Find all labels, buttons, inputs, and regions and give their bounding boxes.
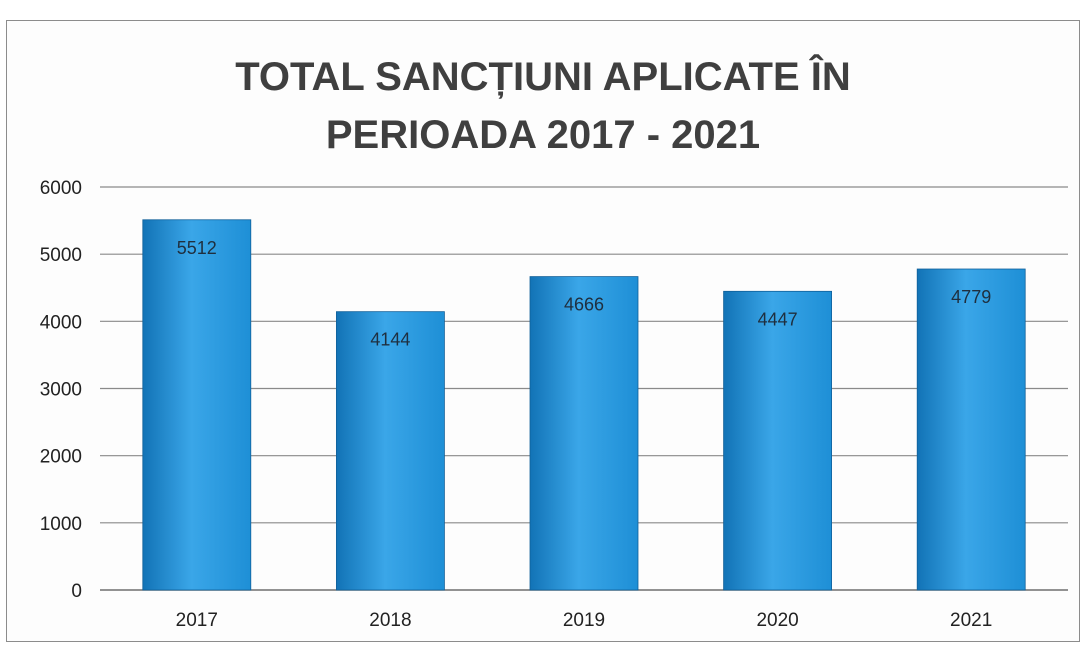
x-tick-label: 2018 xyxy=(369,610,411,631)
y-tick-label: 2000 xyxy=(40,447,82,468)
chart-title: TOTAL SANCȚIUNI APLICATE ÎN PERIOADA 201… xyxy=(0,48,1086,164)
bars xyxy=(142,219,1026,591)
chart-title-line-1: TOTAL SANCȚIUNI APLICATE ÎN xyxy=(235,55,851,99)
y-tick-label: 6000 xyxy=(40,178,82,199)
data-label: 4447 xyxy=(758,309,798,329)
chart-title-line-2: PERIOADA 2017 - 2021 xyxy=(325,113,761,157)
y-axis-ticks: 0 1000 2000 3000 4000 5000 6000 xyxy=(40,178,82,602)
y-tick-label: 1000 xyxy=(40,514,82,535)
x-axis-ticks: 2017 2018 2019 2020 2021 xyxy=(176,610,993,631)
y-tick-label: 3000 xyxy=(40,380,82,401)
data-label: 4779 xyxy=(951,287,991,307)
bar xyxy=(142,219,252,591)
data-label: 5512 xyxy=(177,238,217,258)
y-tick-label: 5000 xyxy=(40,245,82,266)
data-labels: 5512 4144 4666 4447 4779 xyxy=(177,238,991,350)
y-tick-label: 4000 xyxy=(40,312,82,333)
data-label: 4666 xyxy=(564,295,604,315)
data-label: 4144 xyxy=(370,330,410,350)
bar xyxy=(916,268,1026,591)
bar xyxy=(529,276,639,591)
x-tick-label: 2020 xyxy=(756,610,798,631)
x-tick-label: 2021 xyxy=(950,610,992,631)
x-tick-label: 2017 xyxy=(176,610,218,631)
bar xyxy=(335,311,445,591)
bar xyxy=(723,290,832,591)
y-tick-label: 0 xyxy=(71,581,82,602)
x-tick-label: 2019 xyxy=(563,610,605,631)
